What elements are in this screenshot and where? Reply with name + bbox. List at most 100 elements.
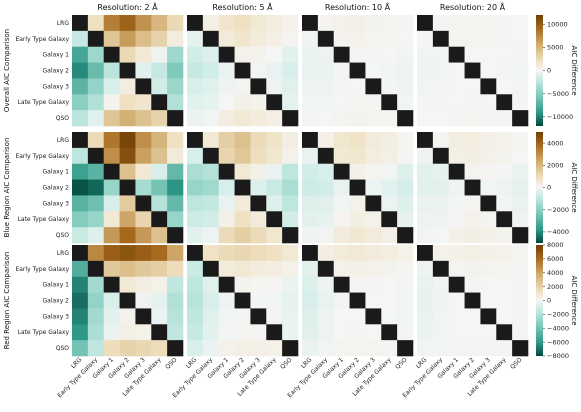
heatmap-cell: [381, 78, 398, 95]
heatmap-cell-diagonal: [397, 340, 414, 357]
heatmap-cell: [266, 147, 283, 165]
heatmap-cell: [496, 260, 513, 278]
heatmap-cell: [218, 62, 235, 79]
heatmap-cell: [218, 78, 235, 95]
heatmap-cell: [381, 227, 398, 244]
heatmap-cell: [119, 195, 136, 212]
heatmap-cell: [234, 46, 251, 63]
heatmap-cell: [282, 46, 299, 63]
heatmap-cell-diagonal: [218, 46, 235, 63]
heatmap-cell: [266, 110, 283, 127]
heatmap-cell: [397, 308, 414, 325]
heatmap-cell: [151, 163, 168, 180]
heatmap-cell-diagonal: [302, 245, 319, 262]
heatmap-cell: [282, 78, 299, 95]
heatmap-cell: [87, 46, 105, 63]
heatmap-cell: [512, 260, 529, 278]
heatmap-cell: [365, 110, 382, 127]
heatmap-panel: [187, 245, 299, 357]
heatmap-cell-diagonal: [72, 15, 89, 32]
heatmap-cell: [317, 15, 335, 32]
heatmap-cell-diagonal: [187, 15, 204, 32]
heatmap-cell-diagonal: [496, 211, 513, 228]
heatmap-cell: [72, 62, 89, 79]
heatmap-cell: [417, 260, 434, 278]
heatmap-cell: [87, 324, 105, 341]
heatmap-cell-diagonal: [202, 260, 220, 278]
heatmap-cell: [448, 211, 465, 228]
heatmap-cell: [349, 308, 366, 325]
heatmap-cell-diagonal: [202, 147, 220, 165]
heatmap-cell: [365, 147, 382, 165]
heatmap-cell: [234, 324, 251, 341]
heatmap-cell: [349, 132, 366, 149]
heatmap-panel: [187, 15, 299, 127]
heatmap-cell: [512, 78, 529, 95]
heatmap-cell: [496, 276, 513, 293]
heatmap-cell: [87, 211, 105, 228]
heatmap-cell: [282, 163, 299, 180]
heatmap-cell-diagonal: [480, 78, 497, 95]
heatmap-cell-diagonal: [266, 324, 283, 341]
heatmap-cell: [317, 132, 335, 149]
heatmap-cell: [282, 308, 299, 325]
heatmap-cell: [333, 15, 350, 32]
y-tick-label: Galaxy 1: [43, 52, 70, 59]
heatmap-cell: [480, 15, 497, 32]
heatmap-cell-diagonal: [381, 211, 398, 228]
heatmap-cell: [397, 245, 414, 262]
heatmap-cell: [432, 94, 450, 111]
heatmap-cell-diagonal: [417, 132, 434, 149]
heatmap-cell: [87, 94, 105, 111]
y-tick-label: Early Type Galaxy: [15, 36, 69, 43]
heatmap-cell: [464, 227, 481, 244]
heatmap-cell: [448, 30, 465, 48]
heatmap-cell: [397, 292, 414, 309]
heatmap-cell: [187, 308, 204, 325]
heatmap-cell: [135, 245, 152, 262]
heatmap-cell: [512, 46, 529, 63]
heatmap-cell: [417, 147, 434, 165]
heatmap-cell: [119, 46, 136, 63]
heatmap-cell: [202, 308, 220, 325]
heatmap-cell: [250, 340, 267, 357]
heatmap-cell: [250, 324, 267, 341]
heatmap-cell: [512, 147, 529, 165]
heatmap-cell: [250, 110, 267, 127]
heatmap-cell: [480, 227, 497, 244]
heatmap-cell: [496, 195, 513, 212]
heatmap-cell: [496, 227, 513, 244]
heatmap-cell: [381, 15, 398, 32]
heatmap-cell: [266, 132, 283, 149]
heatmap-cell: [496, 147, 513, 165]
heatmap-cell: [381, 30, 398, 48]
colorbar: 8000 6000 4000 2000 0 −2000 −4000 −6000 −8000 AIC…: [536, 241, 578, 360]
heatmap-cell: [218, 211, 235, 228]
heatmap-cell: [187, 179, 204, 196]
heatmap-cell: [266, 15, 283, 32]
heatmap-cell: [218, 245, 235, 262]
heatmap-cell: [87, 62, 105, 79]
heatmap-cell: [187, 292, 204, 309]
heatmap-cell-diagonal: [448, 46, 465, 63]
x-tick-label: QSO: [279, 356, 294, 371]
heatmap-cell: [397, 163, 414, 180]
heatmap-cell: [317, 340, 335, 357]
heatmap-cell: [202, 211, 220, 228]
heatmap-cell: [103, 62, 120, 79]
heatmap-cell: [432, 163, 450, 180]
heatmap-cell: [119, 324, 136, 341]
heatmap-cell: [432, 211, 450, 228]
heatmap-cell: [448, 245, 465, 262]
heatmap-cell-diagonal: [250, 195, 267, 212]
heatmap-cell: [250, 163, 267, 180]
heatmap-cell-diagonal: [417, 245, 434, 262]
heatmap-cell: [202, 324, 220, 341]
heatmap-cell: [187, 211, 204, 228]
heatmap-cell-diagonal: [432, 147, 450, 165]
heatmap-cell: [464, 30, 481, 48]
heatmap-cell: [72, 46, 89, 63]
heatmap-cell-diagonal: [464, 62, 481, 79]
colorbar-label: AIC Difference: [570, 45, 578, 95]
heatmap-cell: [87, 179, 105, 196]
